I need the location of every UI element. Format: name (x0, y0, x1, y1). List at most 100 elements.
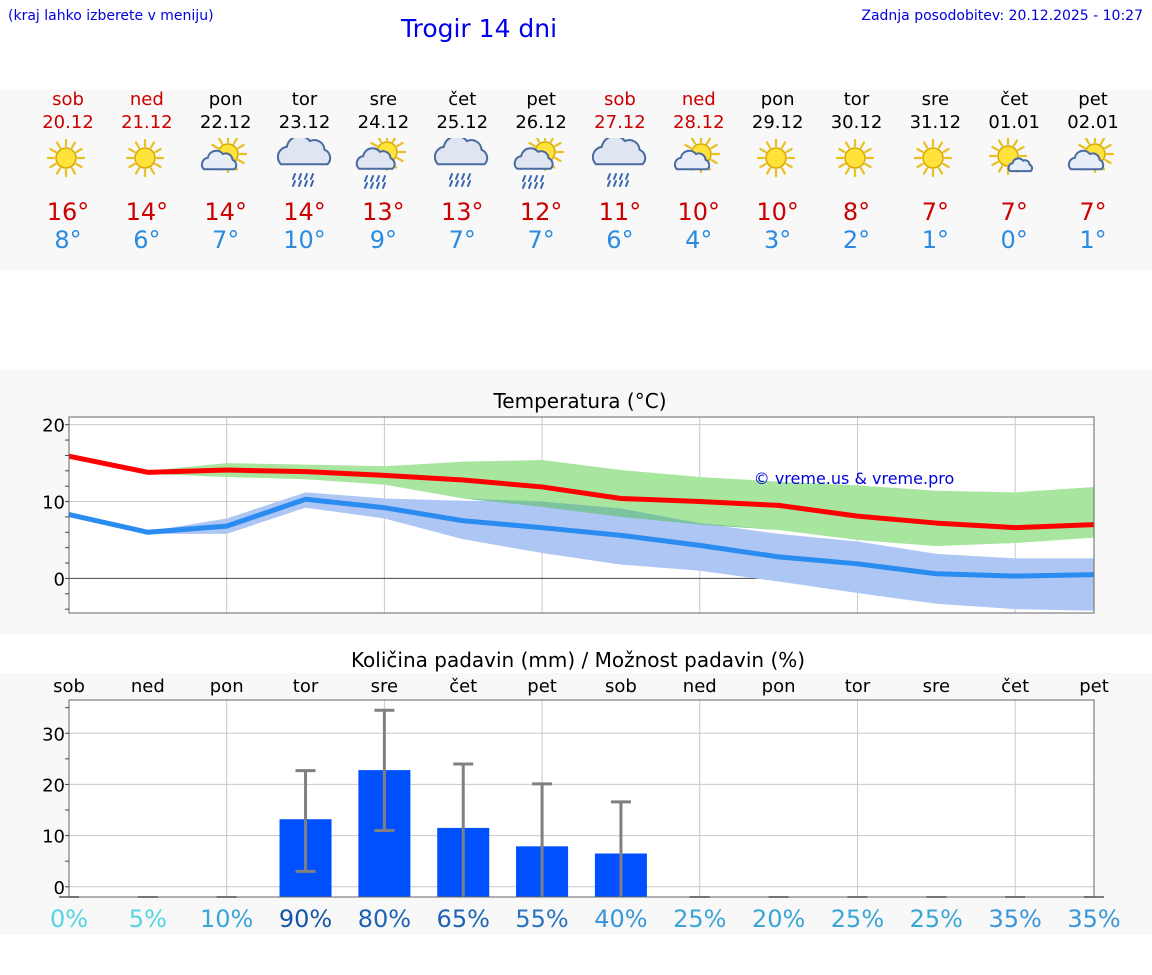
max-temp: 14° (204, 198, 247, 226)
min-temp: 6° (133, 226, 161, 254)
sun-icon (46, 138, 86, 178)
day-category: čet (449, 676, 477, 697)
max-temp: 7° (921, 198, 949, 226)
precip-chance: 25% (910, 905, 963, 933)
min-temp: 6° (606, 226, 634, 254)
day-date: 21.12 (121, 112, 173, 133)
temperature-title: Temperatura (°C) (492, 389, 666, 413)
day-date: 25.12 (436, 112, 489, 133)
precip-chance: 5% (129, 905, 167, 933)
page-title: Trogir 14 dni (401, 14, 558, 43)
day-name: tor (843, 89, 870, 110)
day-column: ned 28.12 10° 4° (659, 0, 739, 260)
max-temp: 7° (1000, 198, 1028, 226)
day-date: 27.12 (594, 112, 646, 133)
precip-chance: 35% (988, 905, 1041, 933)
day-name: pon (208, 89, 243, 110)
day-name: ned (129, 89, 164, 110)
sun-icon (914, 138, 953, 178)
sun-icon (125, 138, 164, 178)
y-tick-label: 0 (54, 569, 65, 590)
day-date: 22.12 (199, 112, 252, 133)
day-column: pet 02.01 7° 1° (1053, 0, 1133, 260)
day-name: sre (369, 89, 398, 110)
day-category: sre (371, 676, 398, 697)
max-range-band (69, 456, 1094, 547)
sun-small-cloud-icon (989, 138, 1034, 176)
day-date: 28.12 (673, 112, 725, 133)
max-temp: 11° (598, 198, 642, 226)
max-temp: 13° (362, 198, 405, 226)
precip-chance: 40% (594, 905, 647, 933)
min-temp: 2° (842, 226, 871, 254)
precip-chance: 80% (358, 905, 411, 933)
day-category: pon (210, 676, 244, 697)
min-temp: 4° (685, 226, 713, 254)
day-category: tor (293, 676, 319, 697)
day-name: sre (921, 89, 950, 110)
min-temp: 3° (764, 226, 792, 254)
day-date: 29.12 (751, 112, 804, 133)
sun-icon (835, 138, 874, 178)
day-name: sob (52, 89, 84, 110)
precip-chance: 65% (437, 905, 490, 933)
precipitation-chart: sob 0% ned 5% pon 10% tor 90% sre 80% čet 65% pet 55%… (42, 648, 1121, 933)
rain-cloud-icon (591, 138, 647, 187)
plot-frame (68, 699, 1095, 898)
precip-chance: 20% (752, 905, 805, 933)
day-name: pet (1078, 89, 1108, 110)
day-column: sob 27.12 11° 6° (580, 0, 660, 260)
min-temp: 9° (369, 226, 398, 254)
min-temp: 10° (283, 226, 326, 254)
max-temp: 8° (842, 198, 871, 226)
day-name: tor (291, 89, 318, 110)
day-category: sob (605, 676, 637, 697)
max-temp: 14° (125, 198, 169, 226)
max-temp: 10° (756, 198, 799, 226)
day-date: 31.12 (909, 112, 962, 133)
day-name: čet (1000, 89, 1029, 110)
precip-chance: 0% (50, 905, 88, 933)
precip-chance: 55% (515, 905, 568, 933)
day-column: pet 26.12 12° 7° (501, 0, 581, 260)
precip-chance: 35% (1067, 905, 1120, 933)
sun-cloud-icon (200, 138, 247, 174)
min-temp: 7° (527, 226, 555, 254)
day-category: sre (923, 676, 950, 697)
min-range-band (69, 492, 1094, 611)
rain-cloud-icon (276, 138, 331, 187)
day-column: sob 20.12 16° 8° (28, 0, 108, 260)
min-temp: 0° (1000, 226, 1028, 254)
sun-cloud-icon (1068, 138, 1115, 174)
watermark: © vreme.us & vreme.pro (754, 469, 955, 488)
y-tick-label: 30 (42, 724, 65, 745)
sun-cloud-icon (673, 138, 720, 174)
day-date: 01.01 (988, 112, 1040, 133)
day-column: čet 01.01 7° 0° (974, 0, 1054, 260)
day-name: čet (448, 89, 477, 110)
day-column: tor 30.12 8° 2° (817, 0, 897, 260)
day-category: ned (131, 676, 165, 697)
menu-hint[interactable]: (kraj lahko izberete v meniju) (8, 8, 214, 24)
day-name: sob (604, 89, 636, 110)
precipitation-title: Količina padavin (mm) / Možnost padavin … (351, 648, 805, 672)
day-category: ned (683, 676, 717, 697)
precip-chance: 25% (673, 905, 726, 933)
y-tick-label: 10 (42, 827, 65, 848)
max-temp: 14° (283, 198, 326, 226)
day-column: sre 24.12 13° 9° (343, 0, 423, 260)
day-date: 23.12 (278, 112, 331, 133)
day-column: pon 29.12 10° 3° (738, 0, 818, 260)
min-temp: 7° (448, 226, 476, 254)
day-category: pon (762, 676, 796, 697)
min-temp: 8° (54, 226, 82, 254)
temperature-chart: 20 10 0 Temperatura (°C) © vreme.us & vreme.… (42, 389, 1095, 614)
day-category: sob (53, 676, 85, 697)
min-temp: 1° (1079, 226, 1107, 254)
day-name: pet (526, 89, 556, 110)
max-temp: 12° (519, 198, 563, 226)
day-date: 02.01 (1067, 112, 1119, 133)
precip-chance: 25% (831, 905, 884, 933)
last-update: Zadnja posodobitev: 20.12.2025 - 10:27 (861, 8, 1143, 24)
rain-cloud-icon (434, 138, 489, 187)
